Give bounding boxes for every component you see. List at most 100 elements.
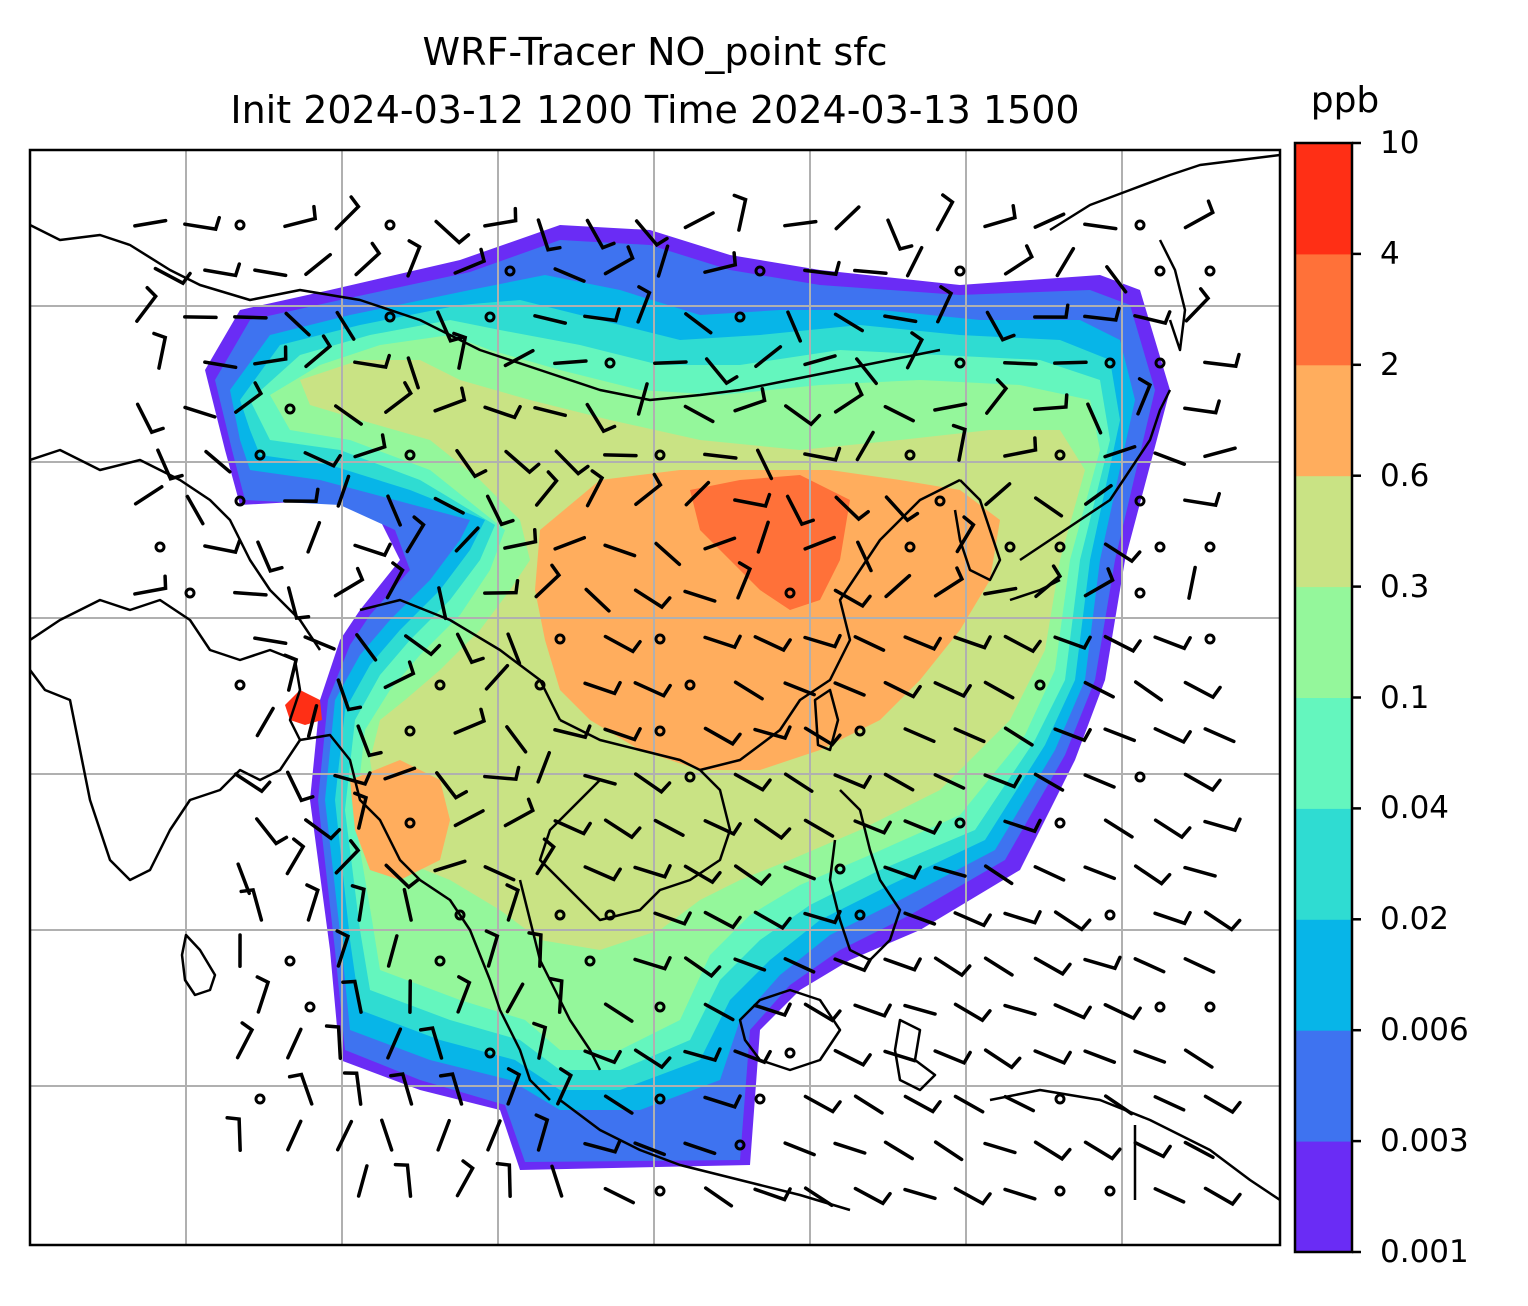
wind-barb (236, 862, 251, 896)
wind-barb (886, 218, 914, 252)
colorbar-tick-label: 0.001 (1380, 1234, 1469, 1270)
wind-barb (1203, 1186, 1242, 1207)
wind-barb (953, 727, 986, 744)
wind-barb (754, 345, 783, 368)
wind-barb (984, 482, 1012, 507)
wind-barb (1053, 360, 1088, 365)
calm-wind-marker (484, 311, 496, 323)
wind-barb (803, 726, 842, 747)
calm-wind-marker (184, 587, 196, 599)
wind-barb (455, 448, 488, 479)
wind-barb (703, 251, 738, 274)
wind-barb (383, 660, 416, 690)
wind-barb (504, 449, 541, 475)
calm-wind-marker (684, 679, 696, 691)
calm-wind-marker (1004, 541, 1016, 553)
wind-barb (1033, 212, 1066, 229)
wind-barb (803, 446, 842, 462)
wind-barb (306, 704, 319, 738)
calm-wind-marker (1154, 265, 1166, 277)
wind-barb (485, 494, 515, 527)
calm-wind-marker (1104, 909, 1116, 921)
wind-barb (583, 307, 621, 323)
wind-barb (953, 1094, 985, 1114)
wind-barb (1084, 483, 1113, 506)
wind-barb (456, 975, 472, 1014)
wind-barb (903, 1187, 937, 1201)
calm-wind-marker (754, 1093, 766, 1105)
wind-barb (1003, 361, 1038, 366)
colorbar-tick-label: 4 (1380, 235, 1400, 272)
wind-barb (853, 268, 888, 275)
wind-barb (304, 334, 333, 369)
wind-barb (393, 1162, 413, 1198)
wind-barb (903, 727, 936, 744)
calm-wind-marker (1204, 1001, 1216, 1013)
wind-barb (406, 239, 422, 278)
wind-barb (342, 1071, 363, 1106)
wind-barb (433, 859, 467, 873)
wind-barb (1133, 864, 1172, 886)
calm-wind-marker (654, 1093, 666, 1105)
wind-barb (603, 1186, 636, 1205)
calm-wind-marker (1054, 1185, 1066, 1197)
wind-barb (953, 911, 992, 928)
wind-barb (334, 404, 363, 426)
wind-barb (505, 982, 525, 1014)
wind-barb (953, 1002, 992, 1023)
wind-barb (683, 404, 715, 424)
wind-barb (1203, 727, 1236, 744)
wind-barb (534, 563, 562, 599)
northern-border (30, 223, 941, 402)
wind-barb (753, 818, 792, 841)
colorbar-tick-label: 0.006 (1380, 1012, 1469, 1049)
wind-barb (856, 540, 873, 573)
wind-barb (304, 252, 332, 277)
wind-barb (1083, 567, 1115, 598)
wind-barb (1183, 1048, 1214, 1069)
wind-barb (284, 311, 311, 337)
wind-barb (183, 215, 221, 232)
colorbar-segment (1295, 475, 1352, 588)
wind-barb (603, 1002, 634, 1023)
wind-barb (855, 430, 875, 462)
wind-barb (304, 818, 342, 841)
chart-title-line1: WRF-Tracer NO_point sfc (422, 30, 888, 74)
wind-barb (585, 469, 605, 508)
wind-barb (985, 378, 1009, 415)
wind-barb (703, 452, 738, 460)
wind-barb (434, 219, 471, 245)
wind-barb (833, 957, 872, 973)
philippines (828, 789, 902, 962)
wind-barb (1183, 680, 1222, 700)
wind-barb (505, 725, 528, 754)
wind-barb (527, 931, 543, 968)
wind-barb (733, 957, 767, 972)
wind-barb (636, 382, 649, 416)
calm-wind-marker (284, 955, 296, 967)
calm-wind-marker (654, 1185, 666, 1197)
new-guinea (989, 1088, 1280, 1202)
wind-barb (435, 771, 469, 800)
colorbar-segment (1295, 919, 1352, 1031)
wind-barb (453, 707, 487, 735)
wind-barb (506, 1067, 522, 1106)
wind-barb (683, 1047, 722, 1063)
wind-barb (703, 1094, 742, 1109)
wind-barb (1184, 287, 1211, 323)
calm-wind-marker (1054, 817, 1066, 829)
wind-barb (933, 773, 966, 790)
wind-barb (1003, 1187, 1037, 1201)
wind-barb (985, 310, 1016, 342)
wind-barb (733, 772, 772, 792)
wind-barb (255, 975, 271, 1014)
china-coastline (699, 478, 961, 772)
calm-wind-marker (784, 587, 796, 599)
calm-wind-marker (1154, 357, 1166, 369)
wind-barb (534, 1113, 550, 1152)
wind-barb (883, 314, 918, 324)
wind-barb (833, 681, 866, 697)
wind-barb (1053, 1003, 1092, 1020)
wind-barb (834, 495, 870, 522)
wind-barb (955, 515, 976, 554)
